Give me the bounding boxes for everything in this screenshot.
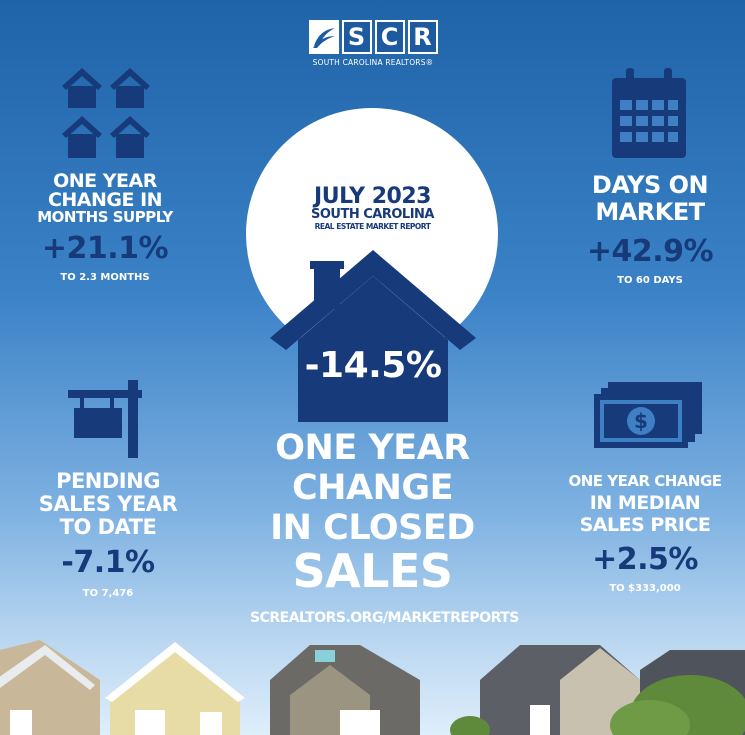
market-reports-link[interactable]: SCREALTORS.ORG/MARKETREPORTS (250, 610, 519, 626)
report-subtitle: REAL ESTATE MARKET REPORT (314, 222, 431, 231)
report-state: SOUTH CAROLINA (311, 207, 434, 222)
pending-sales-value: -7.1% (61, 545, 155, 580)
days-on-market-value: +42.9% (586, 234, 714, 269)
pending-sales-title-3: TO DATE (59, 515, 157, 539)
pending-sales-stat: PENDING SALES YEAR TO DATE -7.1% TO 7,47… (28, 469, 188, 600)
calendar-icon (612, 68, 686, 158)
median-price-title-3: SALES PRICE (579, 514, 711, 536)
money-icon: $ (594, 382, 702, 448)
median-price-title-2: IN MEDIAN (589, 492, 701, 514)
median-price-sub: TO $333,000 (609, 583, 681, 594)
median-price-title-1: ONE YEAR CHANGE (568, 472, 722, 490)
closed-sales-line-1: ONE YEAR (275, 428, 470, 468)
days-on-market-title-1: DAYS ON (591, 171, 709, 199)
logo-letter-c: C (374, 20, 405, 54)
report-heading: JULY 2023 SOUTH CAROLINA REAL ESTATE MAR… (290, 184, 455, 232)
report-month: JULY 2023 (314, 184, 431, 209)
pending-sales-sub: TO 7,476 (82, 588, 134, 599)
closed-sales-label: ONE YEAR CHANGE IN CLOSED SALES (260, 428, 485, 594)
sign-post-icon (68, 380, 142, 458)
pending-sales-title-2: SALES YEAR (38, 492, 178, 516)
months-supply-title-1: ONE YEAR (53, 170, 157, 192)
closed-sales-line-4: SALES (292, 544, 453, 598)
closed-sales-line-2: CHANGE (292, 468, 454, 508)
months-supply-sub: TO 2.3 MONTHS (60, 272, 150, 283)
median-price-stat: ONE YEAR CHANGE IN MEDIAN SALES PRICE +2… (560, 470, 730, 594)
scr-logo: S C R SOUTH CAROLINA REALTORS® (308, 20, 438, 76)
house-icon (270, 250, 476, 422)
houses-icon (62, 68, 150, 158)
pending-sales-title-1: PENDING (56, 469, 160, 493)
logo-letter-s: S (341, 20, 372, 54)
months-supply-stat: ONE YEAR CHANGE IN MONTHS SUPPLY +21.1% … (20, 170, 190, 284)
months-supply-title-2: CHANGE IN (47, 189, 163, 211)
closed-sales-line-3: IN CLOSED (270, 508, 475, 548)
months-supply-value: +21.1% (41, 231, 169, 266)
houses-skyline (0, 640, 745, 735)
palmetto-logo-icon (308, 20, 339, 54)
months-supply-title-3: MONTHS SUPPLY (37, 208, 173, 226)
days-on-market-title-2: MARKET (595, 198, 705, 226)
svg-text:$: $ (634, 409, 648, 433)
days-on-market-sub: TO 60 DAYS (617, 275, 683, 286)
logo-letter-r: R (407, 20, 438, 54)
median-price-value: +2.5% (592, 542, 698, 577)
days-on-market-stat: DAYS ON MARKET +42.9% TO 60 DAYS (570, 171, 730, 287)
closed-sales-value: -14.5% (304, 345, 442, 386)
logo-subtitle: SOUTH CAROLINA REALTORS® (312, 58, 434, 67)
